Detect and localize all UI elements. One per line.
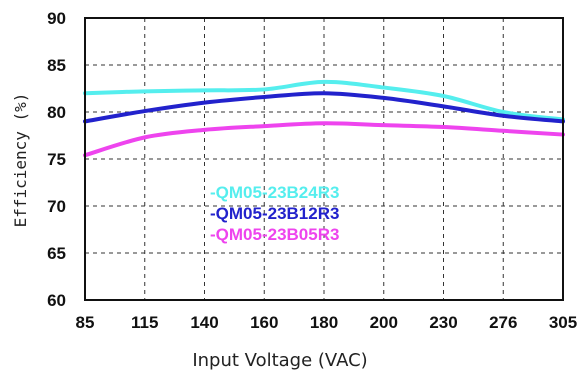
y-axis-label: Efficiency (%) — [11, 93, 30, 228]
x-tick-labels: 85 115 140 160 180 200 230 276 305 — [76, 313, 578, 332]
x-tick-label: 305 — [549, 313, 577, 332]
x-tick-label: 230 — [429, 313, 457, 332]
x-tick-label: 160 — [250, 313, 278, 332]
x-tick-label: 115 — [131, 313, 158, 332]
plot-frame — [84, 17, 564, 301]
x-axis-label: Input Voltage (VAC) — [192, 350, 367, 371]
x-tick-label: 140 — [190, 313, 218, 332]
legend-entry: -QM05-23B24R3 — [210, 183, 339, 202]
x-tick-label: 180 — [310, 313, 338, 332]
legend-entry: -QM05-23B05R3 — [210, 225, 339, 244]
y-tick-label: 80 — [47, 103, 66, 122]
series-line — [83, 91, 565, 124]
y-tick-label: 60 — [47, 291, 66, 310]
legend: -QM05-23B24R3 -QM05-23B12R3 -QM05-23B05R3 — [210, 183, 339, 244]
y-tick-label: 75 — [47, 150, 66, 169]
legend-entry: -QM05-23B12R3 — [210, 204, 339, 223]
series-lines — [83, 79, 565, 158]
y-tick-label: 85 — [47, 56, 66, 75]
grid — [85, 18, 563, 300]
y-tick-label: 65 — [47, 244, 66, 263]
x-tick-label: 276 — [489, 313, 517, 332]
series-line — [83, 121, 565, 158]
x-tick-label: 85 — [76, 313, 95, 332]
y-tick-labels: 90 85 80 75 70 65 60 — [47, 9, 66, 310]
x-tick-label: 200 — [370, 313, 398, 332]
y-tick-label: 70 — [47, 197, 66, 216]
y-tick-label: 90 — [47, 9, 66, 28]
series-line — [83, 79, 565, 122]
